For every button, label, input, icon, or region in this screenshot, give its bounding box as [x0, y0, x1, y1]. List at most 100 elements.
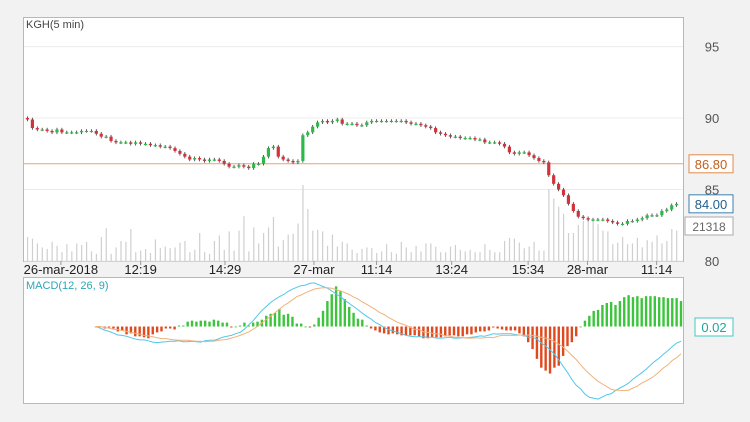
candle-body	[316, 122, 320, 127]
candle-body	[40, 129, 44, 131]
candle-body	[497, 142, 502, 144]
candle-body	[409, 122, 413, 124]
macd-panel	[23, 277, 684, 404]
volume-bar	[548, 189, 550, 261]
candle-body	[247, 166, 251, 169]
macd-histogram-bar	[278, 308, 281, 327]
macd-histogram-bar	[505, 326, 508, 331]
macd-histogram-bar	[304, 326, 307, 328]
volume-bar	[341, 241, 343, 261]
volume-bar	[71, 251, 73, 261]
macd-histogram-bar	[448, 326, 451, 336]
volume-bar	[356, 253, 358, 261]
candle-body	[50, 130, 54, 133]
candle-body	[448, 135, 452, 137]
macd-histogram-bar	[173, 326, 176, 330]
macd-histogram-bar	[478, 326, 482, 332]
volume-bar	[499, 252, 501, 261]
volume-bar	[140, 250, 142, 261]
macd-histogram-bar	[295, 323, 299, 327]
volume-bar	[513, 238, 516, 261]
candle-body	[45, 129, 49, 131]
volume-bar	[302, 185, 304, 261]
volume-bar	[671, 229, 673, 261]
volume-bar	[110, 253, 112, 261]
volume-bar	[626, 244, 629, 261]
candle-body	[512, 152, 516, 154]
volume-bar	[218, 235, 220, 261]
macd-histogram-bar	[225, 322, 229, 327]
macd-histogram-bar	[382, 326, 386, 334]
volume-bar	[494, 252, 496, 261]
candle-body	[379, 120, 384, 123]
macd-histogram-bar	[513, 326, 517, 331]
volume-bar	[676, 230, 678, 261]
last-price-value: 84.00	[695, 197, 728, 212]
volume-bar	[656, 235, 658, 261]
macd-histogram-bar	[618, 301, 622, 327]
volume-bar	[90, 251, 93, 261]
macd-histogram-bar	[544, 326, 547, 371]
candle-body	[30, 119, 34, 129]
volume-bars	[26, 185, 678, 261]
candle-body	[301, 135, 305, 161]
volume-bar	[243, 216, 245, 261]
macd-histogram-bar	[640, 298, 643, 327]
candle-body	[660, 210, 664, 216]
volume-bar	[189, 252, 191, 261]
macd-histogram-bar	[256, 321, 259, 327]
volume-bar	[454, 245, 457, 261]
volume-bar	[105, 228, 107, 261]
macd-histogram-bar	[579, 326, 582, 328]
macd-histogram-bar	[177, 325, 181, 327]
candle-body	[35, 128, 39, 130]
volume-bar	[233, 250, 235, 261]
macd-histogram-bar	[334, 286, 338, 327]
candle-body	[306, 132, 310, 136]
macd-histogram-bar	[657, 297, 661, 327]
candle-body	[517, 152, 521, 154]
macd-last-value: 0.02	[701, 320, 726, 335]
macd-histogram-bar	[160, 326, 163, 332]
volume-bar	[164, 246, 166, 261]
candle-body	[581, 216, 585, 219]
candle-body	[443, 133, 448, 136]
macd-histogram-bar	[531, 326, 534, 350]
macd-histogram-bar	[321, 310, 325, 327]
candle-body	[70, 132, 74, 134]
candle-body	[645, 215, 649, 219]
volume-bar	[567, 233, 570, 261]
volume-bar	[159, 248, 161, 261]
macd-histogram-bar	[112, 326, 115, 329]
volume-bar	[484, 244, 486, 261]
candle-body	[207, 159, 212, 161]
volume-bar	[307, 209, 309, 261]
candle-body	[129, 142, 133, 144]
candle-body	[286, 159, 290, 161]
macd-histogram-bar	[369, 326, 373, 329]
volume-bar	[582, 221, 584, 261]
macd-histogram-bar	[203, 320, 207, 327]
candle-body	[365, 122, 369, 126]
candle-body	[360, 125, 364, 127]
volume-bar	[553, 198, 555, 261]
volume-bar	[528, 246, 530, 261]
time-tick-label: 11:14	[641, 262, 673, 277]
macd-histogram-bar	[662, 297, 665, 327]
candle-body	[168, 146, 172, 149]
candle-body	[55, 129, 59, 133]
macd-last-label: 0.02	[694, 317, 734, 337]
macd-histogram-bar	[273, 312, 277, 327]
volume-bar	[154, 239, 157, 261]
volume-bar	[169, 248, 171, 261]
volume-bar	[631, 243, 634, 261]
volume-bar	[469, 249, 471, 261]
candle-body	[556, 183, 561, 190]
macd-histogram-bar	[221, 322, 224, 327]
macd-histogram-bar	[155, 326, 159, 333]
candle-body	[625, 220, 630, 224]
macd-histogram-bar	[566, 326, 569, 347]
candle-body	[434, 128, 438, 133]
candle-body	[257, 163, 261, 165]
macd-histogram-bar	[474, 326, 478, 333]
